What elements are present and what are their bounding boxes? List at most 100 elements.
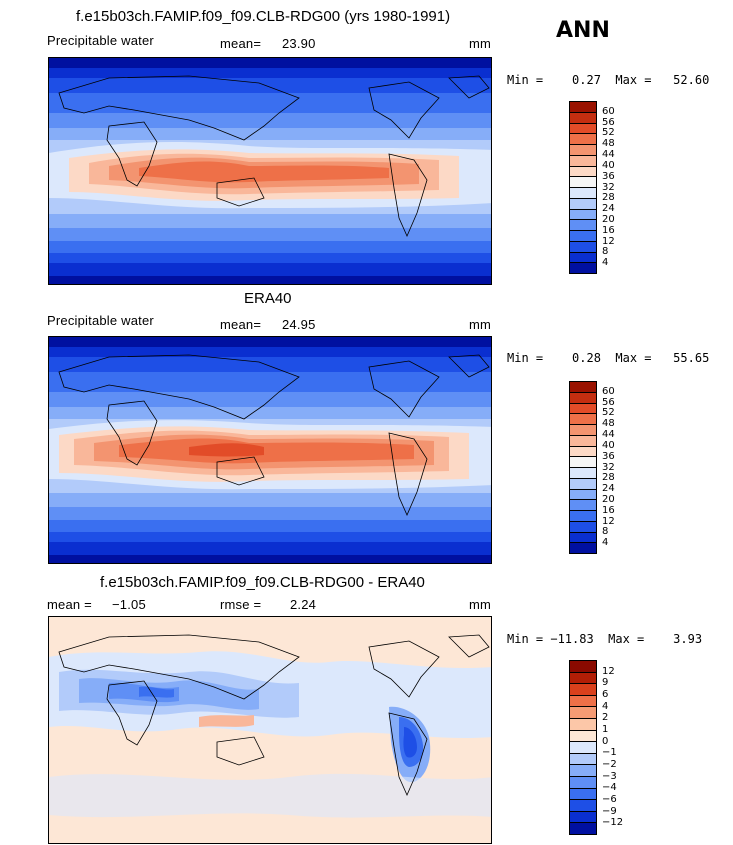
panel-2-mean-value: 24.95	[282, 317, 316, 332]
panel-3-rmse-label: rmse =	[220, 597, 262, 612]
colorbar-swatch	[570, 752, 596, 765]
colorbar-swatch	[570, 683, 596, 695]
panel-2-title: ERA40	[244, 290, 292, 307]
panel-1-colorbar	[569, 101, 597, 274]
colorbar-tick-label: 24	[602, 203, 615, 215]
colorbar-tick-label: 8	[602, 526, 609, 538]
colorbar-tick-label: 4	[602, 700, 609, 712]
colorbar-swatch	[570, 661, 596, 672]
panel-3-mean-value: −1.05	[112, 597, 146, 612]
colorbar-tick-label: 12	[602, 235, 615, 247]
colorbar-tick-label: 20	[602, 213, 615, 225]
panel-1-mean-label: mean=	[220, 36, 262, 51]
colorbar-tick-label: 28	[602, 192, 615, 204]
colorbar-swatch	[570, 197, 596, 209]
colorbar-swatch	[570, 729, 596, 742]
colorbar-tick-label: −3	[602, 770, 617, 782]
colorbar-swatch	[570, 176, 596, 187]
colorbar-swatch	[570, 240, 596, 252]
colorbar-tick-label: 0	[602, 735, 609, 747]
colorbar-swatch	[570, 764, 596, 777]
colorbar-swatch	[570, 741, 596, 753]
colorbar-tick-label: 36	[602, 450, 615, 462]
colorbar-swatch	[570, 144, 596, 155]
colorbar-swatch	[570, 102, 596, 112]
panel-3-minmax: Min = −11.83 Max = 3.93	[507, 632, 703, 646]
colorbar-tick-label: 32	[602, 181, 615, 193]
colorbar-tick-label: −9	[602, 805, 617, 817]
colorbar-swatch	[570, 111, 596, 123]
colorbar-swatch	[570, 230, 596, 241]
colorbar-tick-label: 60	[602, 385, 615, 397]
colorbar-tick-label: 40	[602, 439, 615, 451]
panel-1-units: mm	[469, 36, 492, 51]
colorbar-swatch	[570, 445, 596, 457]
colorbar-tick-label: 24	[602, 483, 615, 495]
colorbar-tick-label: 4	[602, 537, 609, 549]
colorbar-swatch	[570, 542, 596, 553]
colorbar-tick-label: 60	[602, 105, 615, 117]
colorbar-swatch	[570, 208, 596, 220]
colorbar-swatch	[570, 531, 596, 543]
colorbar-tick-label: 12	[602, 665, 615, 677]
panel-2-units: mm	[469, 317, 492, 332]
panel-1-map-svg	[49, 58, 491, 284]
colorbar-swatch	[570, 694, 596, 707]
colorbar-swatch	[570, 477, 596, 489]
panel-2-map	[48, 336, 492, 564]
colorbar-tick-label: −2	[602, 759, 617, 770]
colorbar-tick-label: −4	[602, 782, 617, 794]
colorbar-tick-label: 16	[602, 504, 615, 516]
colorbar-swatch	[570, 382, 596, 392]
colorbar-swatch	[570, 434, 596, 446]
colorbar-tick-label: 8	[602, 246, 609, 258]
panel-3-title: f.e15b03ch.FAMIP.f09_f09.CLB-RDG00 - ERA…	[100, 574, 425, 591]
colorbar-swatch	[570, 251, 596, 263]
colorbar-swatch	[570, 122, 596, 134]
colorbar-tick-label: 16	[602, 224, 615, 236]
panel-1-minmax: Min = 0.27 Max = 52.60	[507, 73, 710, 87]
colorbar-tick-label: 4	[602, 257, 609, 269]
colorbar-swatch	[570, 799, 596, 811]
colorbar-swatch	[570, 822, 596, 834]
colorbar-swatch	[570, 787, 596, 800]
panel-3-units: mm	[469, 597, 492, 612]
colorbar-tick-label: 40	[602, 159, 615, 171]
colorbar-tick-label: 20	[602, 493, 615, 505]
colorbar-tick-label: 48	[602, 418, 615, 430]
colorbar-tick-label: 44	[602, 149, 615, 161]
colorbar-swatch	[570, 488, 596, 500]
colorbar-tick-label: −6	[602, 794, 617, 805]
colorbar-tick-label: 36	[602, 170, 615, 182]
colorbar-swatch	[570, 413, 596, 424]
panel-1-mean-value: 23.90	[282, 36, 316, 51]
colorbar-swatch	[570, 718, 596, 730]
colorbar-tick-label: 9	[602, 677, 609, 689]
panel-1-title: f.e15b03ch.FAMIP.f09_f09.CLB-RDG00 (yrs …	[76, 8, 451, 25]
colorbar-swatch	[570, 391, 596, 403]
colorbar-tick-label: 52	[602, 407, 615, 419]
colorbar-swatch	[570, 467, 596, 478]
colorbar-swatch	[570, 424, 596, 435]
panel-1-variable-label: Precipitable water	[47, 33, 154, 48]
colorbar-tick-label: 2	[602, 712, 609, 724]
colorbar-swatch	[570, 219, 596, 230]
colorbar-tick-label: 56	[602, 116, 615, 128]
panel-3-mean-label: mean =	[47, 597, 92, 612]
colorbar-swatch	[570, 402, 596, 414]
colorbar-tick-label: 32	[602, 461, 615, 473]
colorbar-tick-label: 28	[602, 472, 615, 484]
colorbar-tick-label: 12	[602, 515, 615, 527]
panel-2-mean-label: mean=	[220, 317, 262, 332]
colorbar-swatch	[570, 262, 596, 273]
colorbar-tick-label: 56	[602, 396, 615, 408]
colorbar-tick-label: −1	[602, 747, 617, 759]
colorbar-tick-label: 52	[602, 127, 615, 139]
panel-2-colorbar	[569, 381, 597, 554]
season-label: ANN	[556, 18, 610, 43]
colorbar-swatch	[570, 456, 596, 467]
colorbar-swatch	[570, 165, 596, 177]
colorbar-tick-label: −12	[602, 817, 624, 829]
colorbar-swatch	[570, 499, 596, 510]
colorbar-tick-label: 6	[602, 689, 609, 700]
